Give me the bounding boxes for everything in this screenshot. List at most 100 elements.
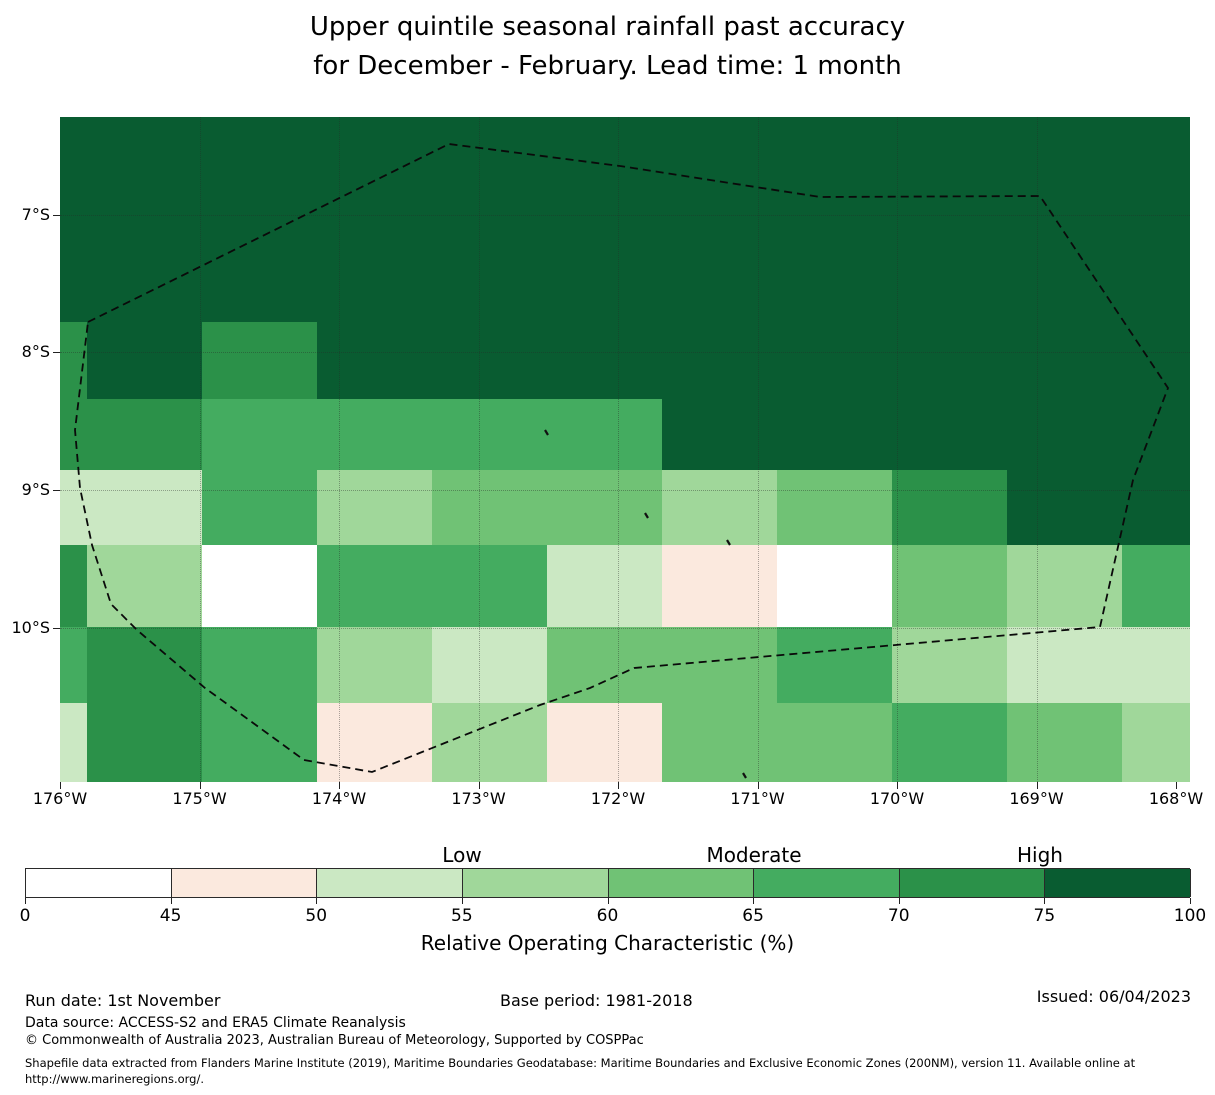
grid-cell <box>1122 765 1190 782</box>
grid-cell <box>892 176 1007 249</box>
grid-cell <box>662 703 777 765</box>
grid-cell <box>547 765 662 782</box>
colorbar-segment-0-45 <box>26 869 172 897</box>
grid-cell <box>87 545 202 627</box>
grid-cell <box>1122 117 1190 176</box>
grid-cell <box>892 399 1007 470</box>
x-tick-mark <box>478 782 480 789</box>
grid-cell <box>1007 249 1122 322</box>
x-tick-label: 176°W <box>32 789 88 808</box>
grid-cell <box>60 117 87 176</box>
grid-cell <box>662 470 777 545</box>
grid-cell <box>1122 249 1190 322</box>
grid-cell <box>60 176 87 249</box>
run-date-text: Run date: 1st November <box>25 991 221 1010</box>
grid-cell <box>60 703 87 765</box>
y-tick-mark <box>53 215 60 216</box>
grid-cell <box>662 545 777 627</box>
colorbar-tick-mark <box>753 898 755 904</box>
grid-cell <box>60 399 87 470</box>
grid-cell <box>87 117 202 176</box>
graticule-line <box>618 117 619 782</box>
colorbar-segment-65-70 <box>754 869 900 897</box>
grid-cell <box>432 249 547 322</box>
colorbar-category-label-low: Low <box>442 843 482 867</box>
y-tick-label: 10°S <box>11 618 50 637</box>
x-tick-mark <box>60 782 61 789</box>
colorbar-segment-50-55 <box>317 869 463 897</box>
grid-cell <box>432 627 547 703</box>
grid-cell <box>317 545 432 627</box>
grid-cell <box>662 627 777 703</box>
colorbar-tick-label: 0 <box>19 906 31 926</box>
base-period-text: Base period: 1981-2018 <box>500 991 693 1010</box>
grid-cell <box>432 545 547 627</box>
colorbar-tick-mark <box>1044 898 1046 904</box>
colorbar-tick-mark <box>898 898 900 904</box>
grid-cell <box>1122 703 1190 765</box>
grid-cell <box>317 117 432 176</box>
grid-cell <box>317 470 432 545</box>
y-tick-label: 7°S <box>21 205 50 224</box>
grid-cell <box>547 703 662 765</box>
colorbar-tick-label: 60 <box>596 906 619 926</box>
grid-cell <box>777 176 892 249</box>
grid-cell <box>432 117 547 176</box>
x-tick-label: 171°W <box>730 789 785 808</box>
eez-boundary-overlay <box>74 143 1170 779</box>
x-tick-mark <box>618 782 619 789</box>
grid-cell <box>892 545 1007 627</box>
graticule-line <box>897 117 898 782</box>
grid-cell <box>547 322 662 399</box>
grid-cell <box>202 322 317 399</box>
grid-cell <box>662 117 777 176</box>
grid-cell <box>87 470 202 545</box>
island-mark <box>726 539 731 546</box>
colorbar-tick-label: 65 <box>742 906 764 926</box>
colorbar-tick-mark <box>461 898 463 904</box>
grid-cell <box>547 399 662 470</box>
graticule-line <box>60 628 1190 629</box>
colorbar-segment-45-50 <box>171 869 318 897</box>
grid-cell <box>60 470 87 545</box>
y-tick-label: 9°S <box>21 480 50 499</box>
grid-cell <box>202 545 317 627</box>
data-source-text: Data source: ACCESS-S2 and ERA5 Climate … <box>25 1015 406 1031</box>
x-tick-label: 169°W <box>1009 789 1064 808</box>
grid-cell <box>777 399 892 470</box>
grid-cell <box>87 703 202 765</box>
colorbar <box>25 868 1191 898</box>
grid-cell <box>87 176 202 249</box>
grid-cell <box>432 399 547 470</box>
colorbar-tick-label: 55 <box>451 906 473 926</box>
colorbar-tick-mark <box>170 898 172 904</box>
colorbar-tick-label: 50 <box>305 906 328 926</box>
graticule-line <box>60 215 1190 216</box>
island-mark <box>742 772 747 779</box>
grid-cell <box>777 117 892 176</box>
graticule-line <box>757 117 759 782</box>
graticule-line <box>1036 117 1038 782</box>
grid-cell <box>202 249 317 322</box>
grid-cell <box>1122 545 1190 627</box>
y-tick-mark <box>53 490 60 491</box>
x-tick-label: 175°W <box>172 789 227 808</box>
y-tick-mark <box>53 628 60 629</box>
grid-cell <box>202 470 317 545</box>
grid-cell <box>892 322 1007 399</box>
colorbar-tick-label: 100 <box>1173 906 1207 926</box>
grid-cell <box>87 249 202 322</box>
x-tick-mark <box>1036 782 1038 789</box>
grid-cell <box>547 176 662 249</box>
copyright-text: © Commonwealth of Australia 2023, Austra… <box>25 1033 644 1048</box>
colorbar-segment-75-100 <box>1045 869 1191 897</box>
grid-cell <box>60 249 87 322</box>
grid-cell <box>777 765 892 782</box>
grid-cell <box>662 322 777 399</box>
grid-cell <box>1007 703 1122 765</box>
grid-cell <box>60 545 87 627</box>
x-tick-mark <box>339 782 340 789</box>
grid-cell <box>317 765 432 782</box>
grid-cell <box>60 627 87 703</box>
grid-cell <box>777 545 892 627</box>
